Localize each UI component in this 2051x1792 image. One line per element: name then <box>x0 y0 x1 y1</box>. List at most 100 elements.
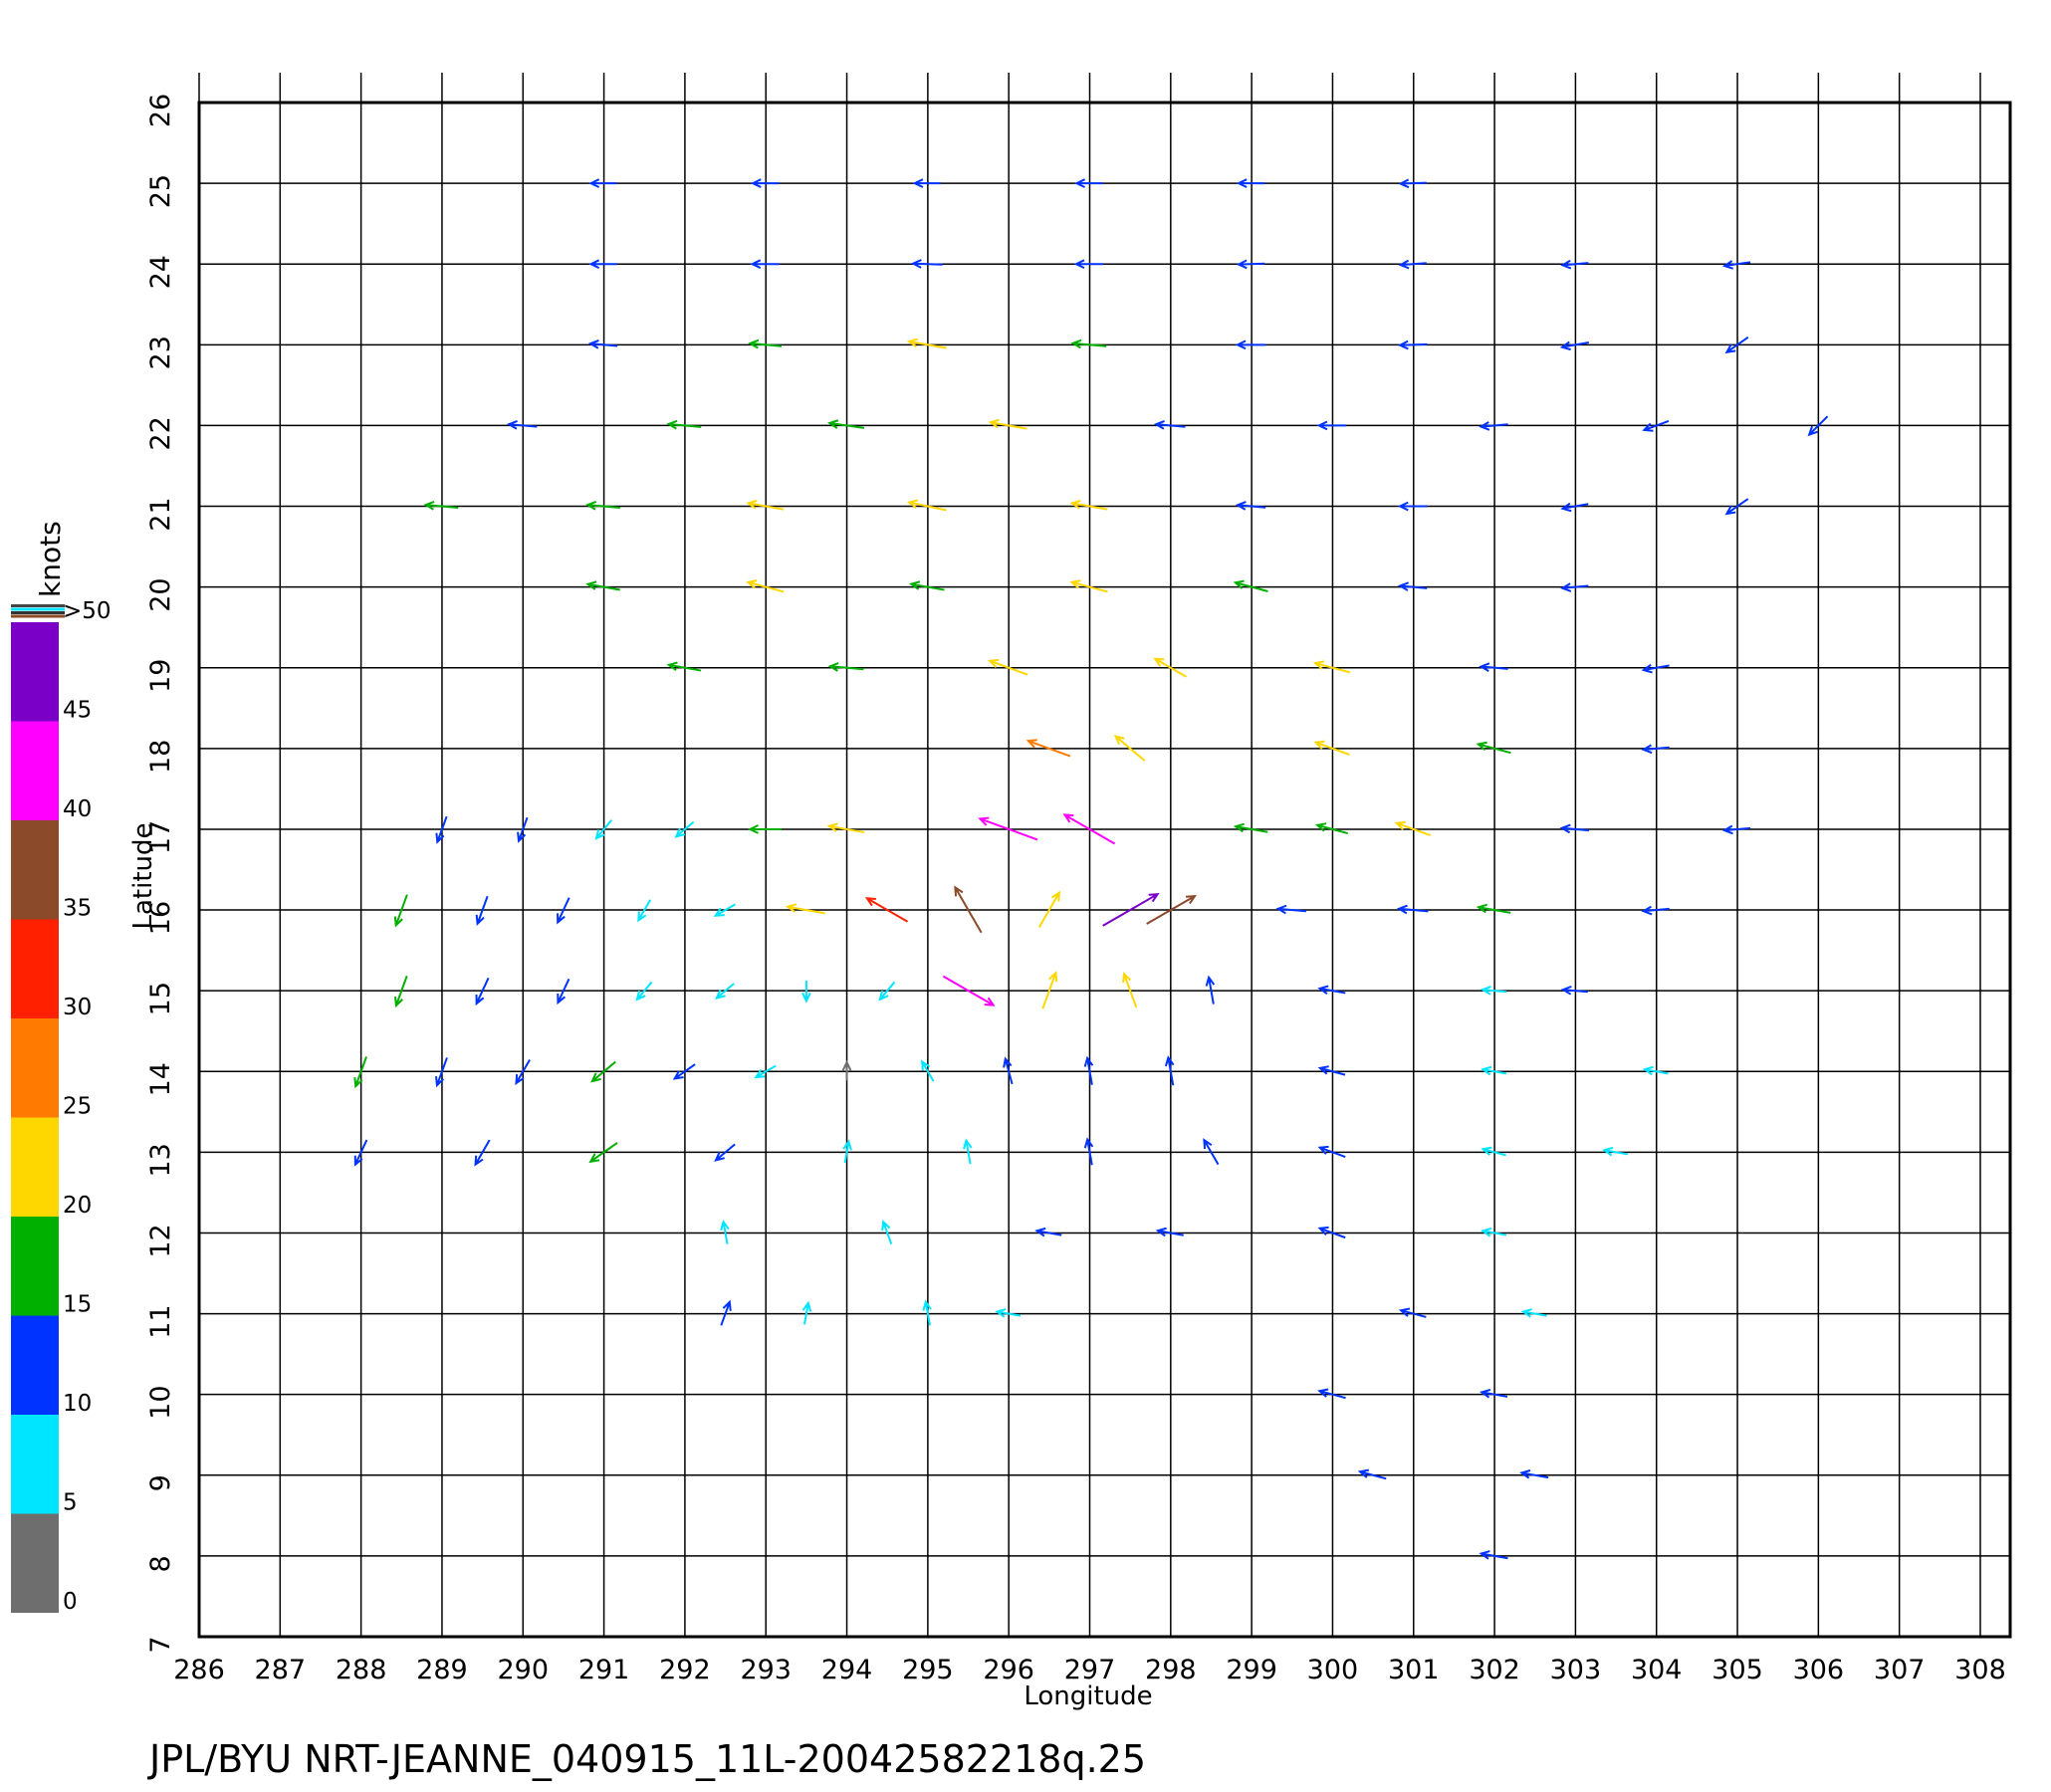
wind-vector <box>635 981 653 1002</box>
wind-vector <box>1476 903 1511 914</box>
wind-vector <box>1233 822 1268 833</box>
wind-vector <box>910 259 943 269</box>
colorbar-cap <box>11 604 65 607</box>
colorbar-cap <box>11 614 65 618</box>
wind-vector <box>1233 579 1268 592</box>
wind-vector <box>588 1142 618 1164</box>
plot-frame <box>197 101 2012 1639</box>
x-tick-label: 301 <box>1388 1655 1440 1685</box>
x-tick-label: 308 <box>1954 1655 2006 1685</box>
x-tick-label: 297 <box>1064 1655 1116 1685</box>
wind-vector <box>557 978 570 1006</box>
x-tick-label: 300 <box>1307 1655 1359 1685</box>
y-tick-label: 23 <box>145 336 176 369</box>
x-tick-label: 294 <box>821 1655 873 1685</box>
x-tick-label: 287 <box>255 1655 307 1685</box>
wind-vector <box>864 897 909 923</box>
wind-vector <box>353 1139 368 1167</box>
colorbar-tick-label: 25 <box>63 1094 92 1120</box>
wind-vector <box>801 980 811 1004</box>
wind-vector <box>475 895 489 927</box>
colorbar-tick-label: 40 <box>63 796 92 822</box>
y-tick-label: 15 <box>145 982 176 1015</box>
wind-vector <box>1034 1227 1062 1237</box>
wind-vector <box>1641 663 1670 674</box>
wind-vector <box>1146 894 1197 925</box>
wind-vector <box>746 579 785 593</box>
colorbar-segment <box>11 820 59 920</box>
wind-vector <box>1398 1307 1427 1318</box>
wind-vector <box>1479 1550 1508 1560</box>
wind-vector <box>1481 1065 1507 1076</box>
y-tick-label: 9 <box>145 1474 176 1491</box>
wind-vector <box>720 1299 732 1326</box>
wind-vector <box>1314 822 1348 835</box>
wind-vector <box>517 816 529 843</box>
wind-vector <box>1102 893 1160 927</box>
wind-vector <box>713 903 736 917</box>
colorbar-tick-label: 15 <box>63 1292 92 1318</box>
wind-vector <box>1398 178 1427 189</box>
wind-vector <box>1041 971 1058 1009</box>
wind-vector <box>878 981 896 1002</box>
wind-vector <box>1397 339 1428 350</box>
wind-vector <box>1560 582 1589 592</box>
y-tick-label: 14 <box>145 1062 176 1096</box>
y-tick-label: 17 <box>145 820 176 854</box>
wind-vector <box>1236 259 1265 270</box>
wind-vector <box>674 820 695 838</box>
wind-vector <box>1153 657 1187 678</box>
wind-vector <box>435 1057 448 1088</box>
wind-vector <box>1155 1227 1184 1237</box>
x-tick-label: 286 <box>173 1655 225 1685</box>
y-tick-label: 13 <box>145 1143 176 1177</box>
y-tick-label: 8 <box>145 1555 176 1572</box>
wind-vector <box>1074 178 1103 188</box>
colorbar-tick-label: 0 <box>63 1589 78 1615</box>
wind-vector <box>1480 985 1507 996</box>
x-tick-label: 288 <box>336 1655 387 1685</box>
colorbar-tick-label: 35 <box>63 896 92 922</box>
colorbar-tick-label: 5 <box>63 1490 78 1516</box>
wind-vector <box>1397 501 1428 512</box>
wind-vector <box>1357 1468 1387 1480</box>
chart-title: JPL/BYU NRT-JEANNE_040915_11L-2004258221… <box>147 1737 1146 1781</box>
colorbar-cap <box>11 607 65 611</box>
y-tick-label: 16 <box>145 901 176 935</box>
x-tick-label: 305 <box>1711 1655 1763 1685</box>
colorbar-tick-label: 45 <box>63 698 92 724</box>
wind-vector <box>1721 260 1751 270</box>
wind-vector <box>1641 744 1670 755</box>
wind-vector <box>827 662 864 672</box>
x-tick-label: 290 <box>497 1655 549 1685</box>
y-tick-label: 20 <box>145 577 176 611</box>
wind-vector <box>1164 1055 1175 1086</box>
wind-vector <box>1317 985 1346 995</box>
wind-vector <box>750 259 780 270</box>
colorbar-tick-label: 20 <box>63 1193 92 1219</box>
wind-vector <box>1317 1226 1346 1239</box>
wind-vector <box>908 580 945 591</box>
x-tick-label: 298 <box>1145 1655 1197 1685</box>
wind-vector <box>1560 502 1589 513</box>
colorbar-segment <box>11 1117 59 1217</box>
wind-vector <box>906 499 947 512</box>
wind-vector <box>672 1063 696 1080</box>
wind-vector <box>1316 420 1347 431</box>
wind-vector <box>666 419 702 430</box>
colorbar-segment <box>11 1315 59 1415</box>
wind-vector <box>921 1059 935 1082</box>
wind-vector <box>1519 1469 1549 1479</box>
x-axis-label: Longitude <box>1024 1681 1152 1711</box>
x-tick-label: 306 <box>1793 1655 1845 1685</box>
wind-vector <box>1235 339 1266 350</box>
wind-vector <box>748 338 783 349</box>
wind-vector <box>557 897 570 925</box>
wind-vector <box>826 822 865 834</box>
y-tick-label: 19 <box>145 659 176 693</box>
wind-vector <box>1724 336 1749 354</box>
wind-vector <box>590 1060 616 1083</box>
colorbar-segment <box>11 1415 59 1514</box>
y-tick-label: 25 <box>145 174 176 208</box>
x-tick-label: 304 <box>1631 1655 1683 1685</box>
